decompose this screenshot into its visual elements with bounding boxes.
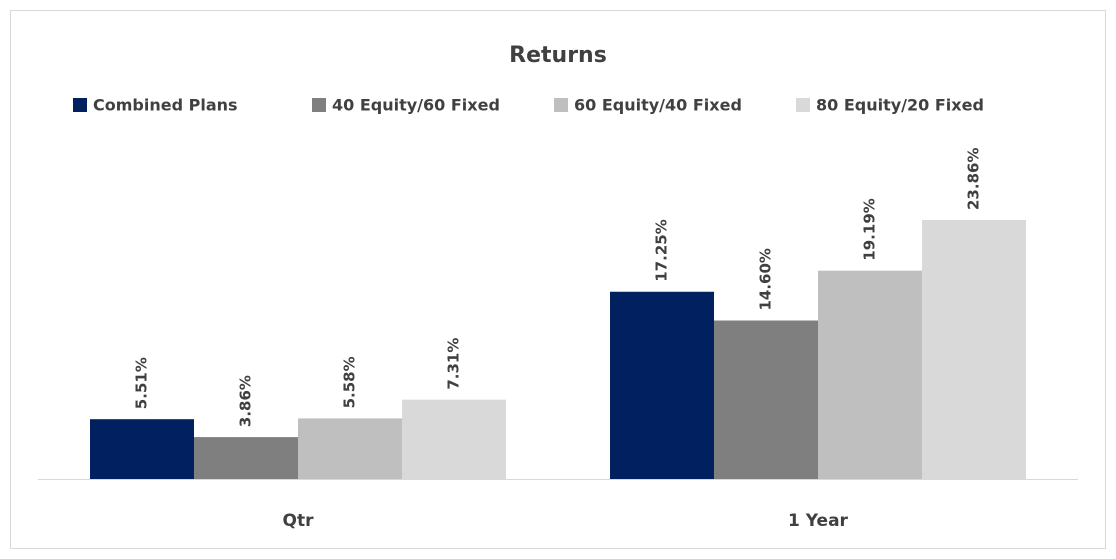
legend-swatch [312, 98, 326, 112]
legend-label: Combined Plans [93, 96, 238, 115]
data-label: 7.31% [445, 338, 463, 390]
bar [402, 399, 506, 479]
x-tick-label: Qtr [283, 511, 315, 531]
bar [298, 418, 402, 479]
data-label: 5.51% [133, 357, 151, 409]
chart-title: Returns [509, 43, 607, 68]
bar [714, 320, 818, 479]
bar [922, 219, 1026, 479]
data-label: 14.60% [757, 248, 775, 310]
legend-label: 40 Equity/60 Fixed [332, 96, 500, 115]
data-label: 3.86% [237, 375, 255, 427]
legend-swatch [73, 98, 87, 112]
data-label: 17.25% [653, 219, 671, 281]
bar [90, 419, 194, 479]
bar [818, 270, 922, 479]
legend-label: 80 Equity/20 Fixed [816, 96, 984, 115]
data-label: 19.19% [861, 198, 879, 260]
bar [194, 437, 298, 479]
legend-swatch [796, 98, 810, 112]
legend-label: 60 Equity/40 Fixed [574, 96, 742, 115]
x-tick-label: 1 Year [788, 511, 848, 531]
data-label: 5.58% [341, 356, 359, 408]
legend-swatch [554, 98, 568, 112]
data-label: 23.86% [965, 148, 983, 210]
bar [610, 291, 714, 479]
